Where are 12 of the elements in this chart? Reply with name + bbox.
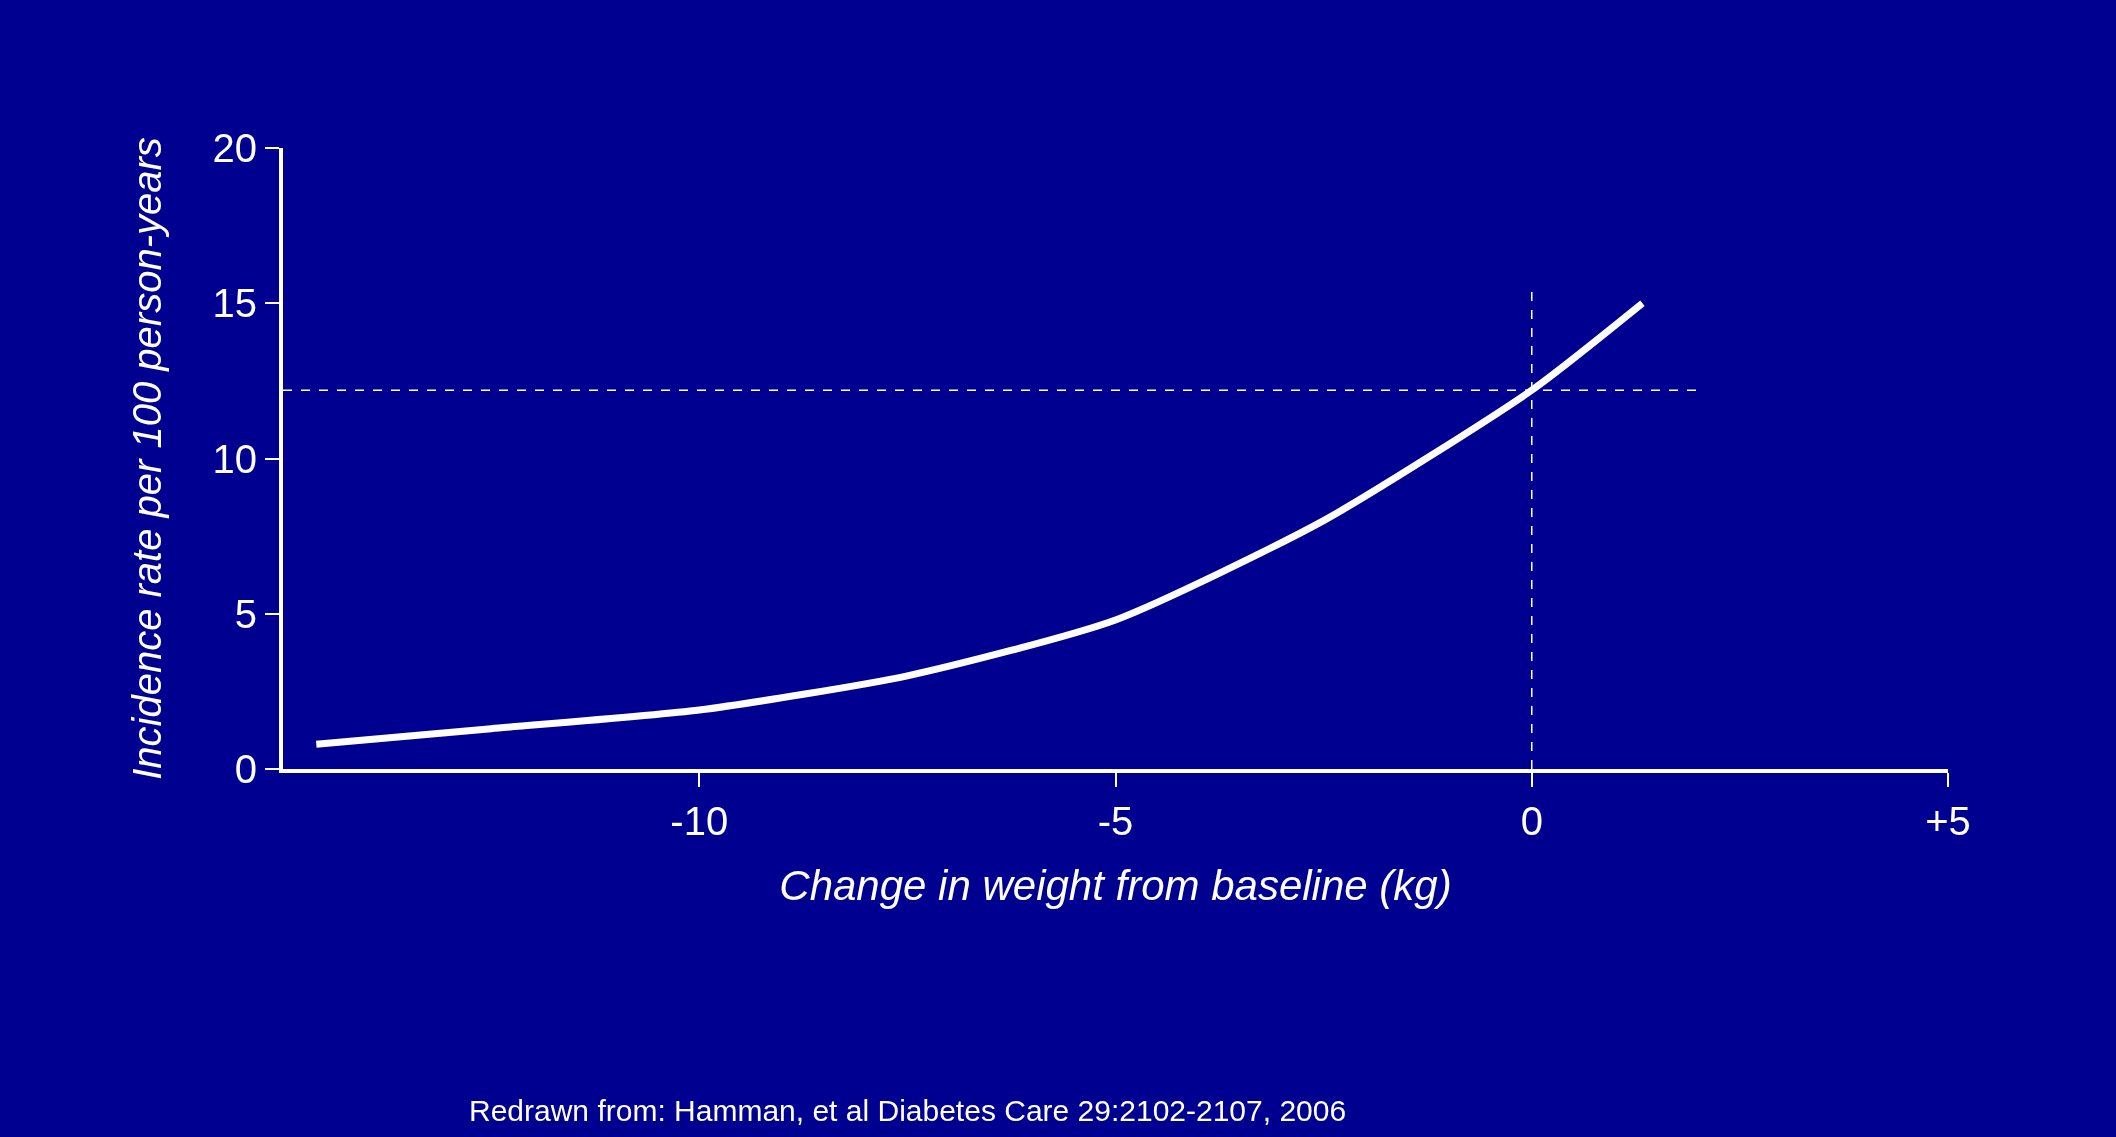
- x-axis-title: Change in weight from baseline (kg): [779, 862, 1452, 910]
- text: Redrawn from: Hamman, et al Diabetes Care 29:2102-2107, 2006: [469, 1094, 1347, 1127]
- y-axis-title: Incidence rate per 100 person-years: [124, 137, 169, 780]
- y-tick-label: 15: [212, 281, 257, 326]
- x-tick-label: +5: [1925, 799, 1971, 843]
- x-tick-label: 0: [1520, 799, 1543, 843]
- x-tick-label: -5: [1097, 799, 1134, 843]
- y-tick-label: 0: [234, 747, 257, 791]
- y-tick-label: 10: [212, 436, 257, 481]
- y-tick-label: 5: [234, 591, 257, 636]
- x-tick-label: -10: [670, 799, 729, 843]
- y-tick-label: 20: [212, 126, 257, 170]
